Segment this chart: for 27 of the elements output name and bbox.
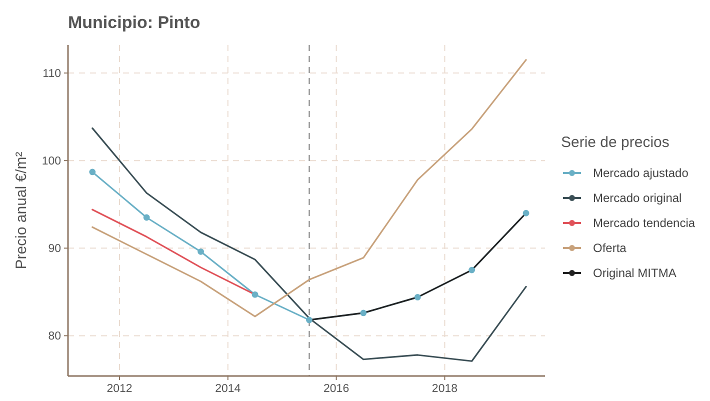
- point: [198, 248, 204, 255]
- point: [360, 310, 367, 316]
- point: [143, 214, 150, 221]
- legend-title: Serie de precios: [561, 134, 670, 151]
- point: [89, 168, 96, 176]
- legend-label: Oferta: [593, 241, 627, 256]
- chart-title: Municipio: Pinto: [68, 13, 200, 32]
- x-tick-label: 2014: [215, 383, 242, 395]
- legend-label: Mercado ajustado: [593, 166, 689, 180]
- point: [252, 291, 258, 298]
- line-series: [92, 59, 527, 318]
- line-series: [92, 127, 527, 362]
- point: [414, 294, 421, 300]
- legend-label: Mercado tendencia: [593, 216, 696, 230]
- point: [306, 316, 312, 324]
- y-tick-label: 80: [48, 330, 61, 343]
- x-tick-label: 2012: [106, 383, 132, 395]
- x-tick-label: 2018: [432, 383, 458, 395]
- y-tick-label: 100: [42, 156, 61, 168]
- y-tick-label: 110: [42, 68, 61, 80]
- point: [522, 210, 530, 216]
- legend-label: Mercado original: [593, 191, 682, 206]
- legend-label: Original MITMA: [593, 266, 676, 280]
- y-axis-title: Precio anual €/m²: [13, 152, 30, 270]
- y-tick-label: 90: [48, 243, 61, 256]
- x-tick-label: 2016: [324, 383, 350, 395]
- point: [468, 266, 476, 274]
